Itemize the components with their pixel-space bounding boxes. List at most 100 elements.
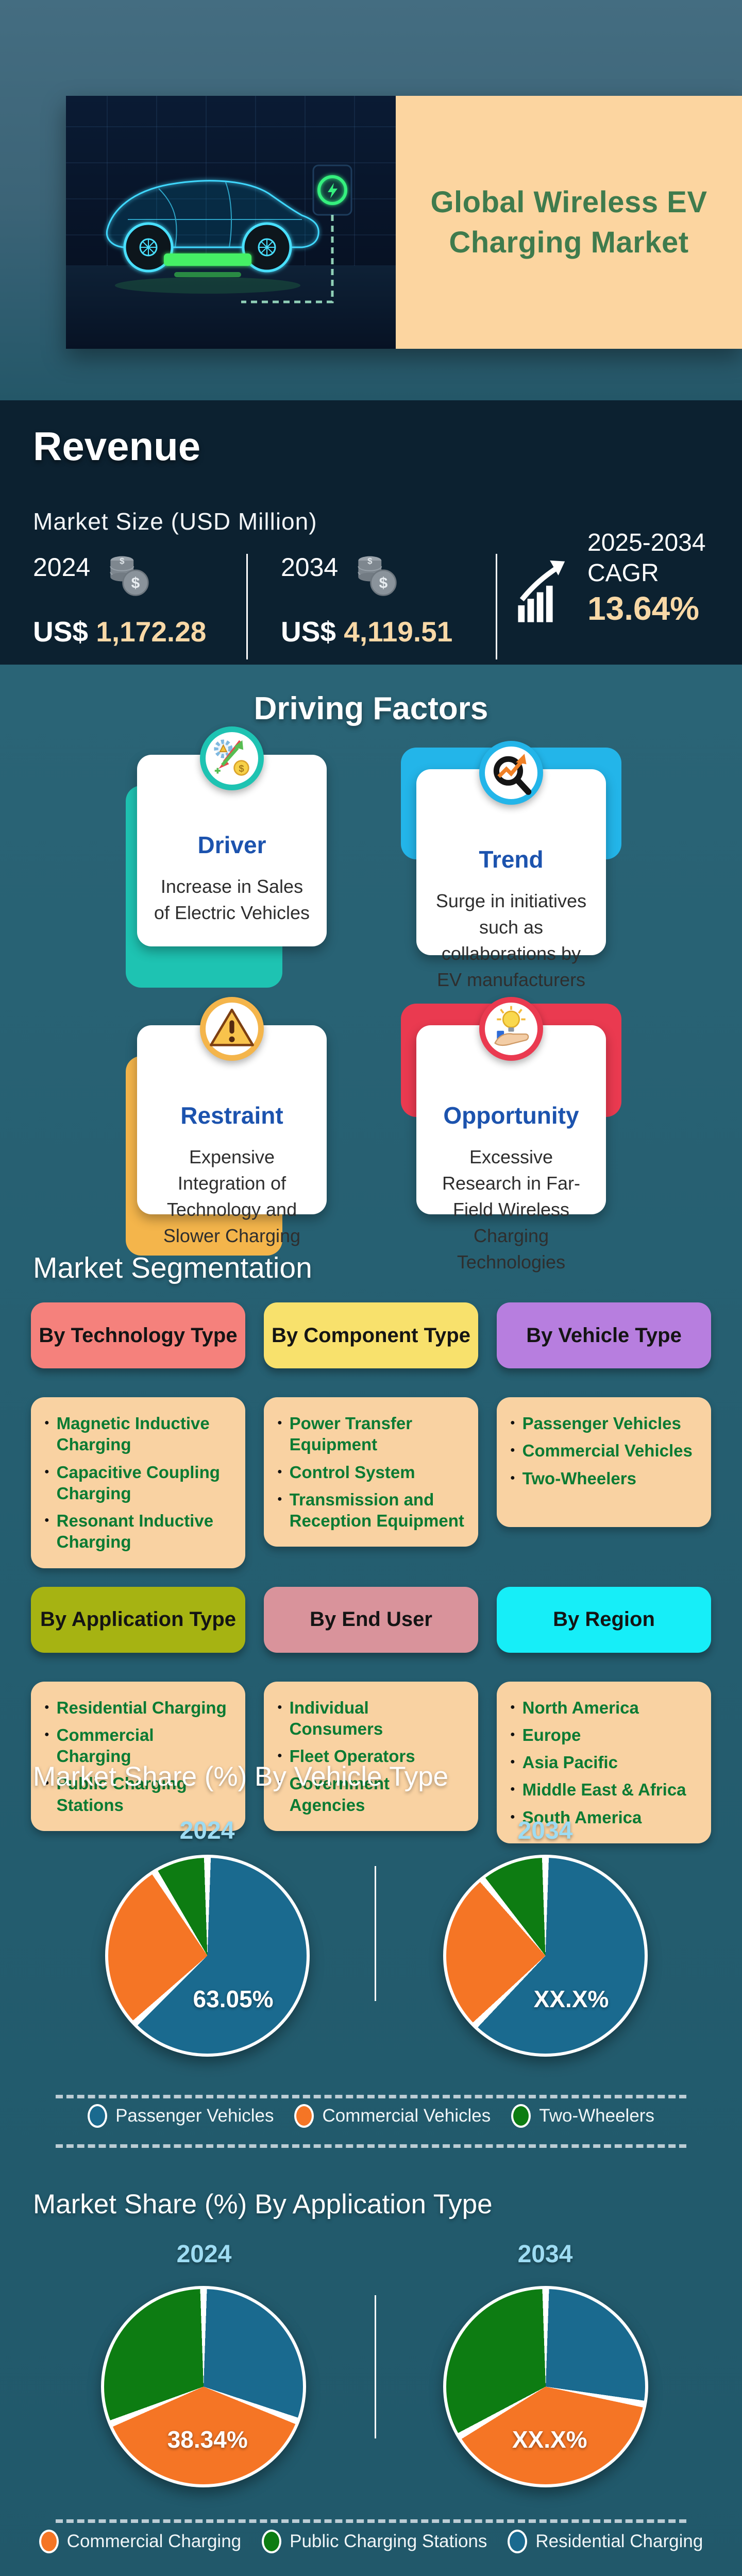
legend-item: Public Charging Stations bbox=[262, 2530, 487, 2553]
card-title: Trend bbox=[479, 846, 544, 873]
segment-list-box: North America Europe Asia Pacific Middle… bbox=[497, 1681, 711, 1843]
segment-pill: By End User bbox=[264, 1586, 478, 1653]
legend-swatch bbox=[294, 2104, 314, 2128]
coins-icon: $ $ bbox=[358, 556, 397, 596]
cagr-label: CAGR bbox=[587, 559, 659, 587]
card-title: Driver bbox=[197, 832, 266, 858]
stat-year: 2034 bbox=[281, 553, 339, 582]
segmentation-heading: Market Segmentation bbox=[33, 1251, 312, 1284]
stat-value: US$ 1,172.28 bbox=[33, 615, 206, 648]
pie-value-label: 63.05% bbox=[193, 1985, 274, 2012]
page-title: Global Wireless EV Charging Market bbox=[430, 182, 707, 262]
divider bbox=[496, 554, 497, 659]
card-text: Excessive Research in Far-Field Wireless… bbox=[442, 1146, 581, 1273]
revenue-subtitle: Market Size (USD Million) bbox=[33, 508, 317, 535]
pie-chart-vehicle-2034: XX.X% bbox=[443, 1855, 648, 2057]
list-item: Middle East & Africa bbox=[510, 1779, 698, 1800]
legend-item: Two-Wheelers bbox=[511, 2104, 654, 2128]
card-panel: Opportunity Excessive Research in Far-Fi… bbox=[416, 1025, 606, 1273]
legend-label: Commercial Vehicles bbox=[322, 2106, 491, 2126]
hero-section: Global Wireless EV Charging Market bbox=[0, 0, 742, 400]
segment-vehicle-type: By Vehicle Type Passenger Vehicles Comme… bbox=[497, 1302, 711, 1568]
ev-car-illustration bbox=[66, 96, 396, 349]
list-item: Resonant Inductive Charging bbox=[44, 1510, 232, 1553]
list-item: Commercial Charging bbox=[44, 1724, 232, 1767]
legend-label: Passenger Vehicles bbox=[115, 2106, 274, 2126]
segment-list-box: Residential Charging Commercial Charging… bbox=[31, 1681, 245, 1831]
magnifier-trend-icon bbox=[479, 741, 543, 805]
list-item: Fleet Operators bbox=[277, 1745, 465, 1767]
card-title: Restraint bbox=[180, 1102, 283, 1129]
list-item: Magnetic Inductive Charging bbox=[44, 1413, 232, 1455]
legend-label: Two-Wheelers bbox=[539, 2106, 654, 2126]
card-title: Opportunity bbox=[443, 1102, 579, 1129]
vehicle-legend: Passenger Vehicles Commercial Vehicles T… bbox=[0, 2104, 742, 2128]
page-title-line1: Global Wireless EV bbox=[430, 185, 707, 219]
pie-year-label: 2024 bbox=[176, 2241, 232, 2268]
hero-card: Global Wireless EV Charging Market bbox=[66, 96, 742, 349]
legend-label: Residential Charging bbox=[535, 2531, 703, 2551]
segment-pill: By Vehicle Type bbox=[497, 1302, 711, 1368]
cagr-period: 2025-2034 bbox=[587, 529, 706, 556]
driver-card: $ Driver Increase in Sales of Electric V… bbox=[126, 726, 327, 988]
segment-pill: By Technology Type bbox=[31, 1302, 245, 1368]
divider bbox=[246, 554, 248, 659]
list-item: Residential Charging bbox=[44, 1697, 232, 1718]
list-item: Europe bbox=[510, 1724, 698, 1745]
hero-image bbox=[66, 96, 396, 349]
gears-growth-icon: $ bbox=[200, 726, 264, 790]
card-text: Surge in initiatives such as collaborati… bbox=[435, 890, 587, 991]
coins-icon: $ $ bbox=[110, 556, 149, 596]
value-number: 4,119.51 bbox=[344, 616, 453, 648]
segment-end-user: By End User Individual Consumers Fleet O… bbox=[264, 1586, 478, 1843]
segment-list-box: Power Transfer Equipment Control System … bbox=[264, 1397, 478, 1547]
legend-swatch bbox=[511, 2104, 531, 2128]
svg-text:$: $ bbox=[239, 763, 244, 774]
segment-technology-type: By Technology Type Magnetic Inductive Ch… bbox=[31, 1302, 245, 1568]
dashed-separator bbox=[56, 2095, 686, 2098]
stat-value: US$ 4,119.51 bbox=[281, 615, 452, 648]
list-item: Government Agencies bbox=[277, 1773, 465, 1816]
list-item: Capacitive Coupling Charging bbox=[44, 1462, 232, 1504]
legend-item: Commercial Vehicles bbox=[294, 2104, 491, 2128]
segment-pill: By Application Type bbox=[31, 1586, 245, 1653]
stat-year: 2024 bbox=[33, 553, 91, 582]
cagr-block: 2025-2034 CAGR 13.64% bbox=[515, 528, 706, 629]
legend-label: Public Charging Stations bbox=[290, 2531, 487, 2551]
revenue-section: Revenue Market Size (USD Million) 2024 $… bbox=[0, 400, 742, 665]
card-text: Expensive Integration of Technology and … bbox=[163, 1146, 301, 1247]
segment-region: By Region North America Europe Asia Paci… bbox=[497, 1586, 711, 1843]
pie-value-label: XX.X% bbox=[512, 2426, 587, 2453]
application-share-heading: Market Share (%) By Application Type bbox=[33, 2189, 493, 2219]
list-item: Public Charging Stations bbox=[44, 1773, 232, 1816]
pie-chart-vehicle-2024: 63.05% bbox=[105, 1855, 310, 2057]
list-item: Power Transfer Equipment bbox=[277, 1413, 465, 1455]
currency-label: US$ bbox=[281, 616, 336, 648]
idea-hand-icon bbox=[479, 997, 543, 1061]
restraint-card: Restraint Expensive Integration of Techn… bbox=[126, 997, 327, 1256]
segment-list-box: Individual Consumers Fleet Operators Gov… bbox=[264, 1681, 478, 1831]
svg-text:$: $ bbox=[367, 556, 373, 566]
legend-label: Commercial Charging bbox=[66, 2531, 242, 2551]
segment-application-type: By Application Type Residential Charging… bbox=[31, 1586, 245, 1843]
list-item: South America bbox=[510, 1807, 698, 1828]
legend-item: Residential Charging bbox=[508, 2530, 703, 2553]
revenue-heading: Revenue bbox=[33, 423, 201, 469]
legend-swatch bbox=[508, 2530, 528, 2553]
currency-label: US$ bbox=[33, 616, 88, 648]
divider bbox=[375, 2295, 376, 2438]
main-content: Driving Factors $ Driver Increase in Sal… bbox=[0, 665, 742, 2576]
svg-text:$: $ bbox=[131, 574, 140, 591]
trend-card: Trend Surge in initiatives such as colla… bbox=[401, 741, 621, 990]
vehicle-share-heading: Market Share (%) By Vehicle Type bbox=[33, 1761, 449, 1792]
svg-text:$: $ bbox=[120, 556, 125, 566]
list-item: Asia Pacific bbox=[510, 1752, 698, 1773]
list-item: Transmission and Reception Equipment bbox=[277, 1489, 465, 1532]
pie-value-label: 38.34% bbox=[167, 2426, 248, 2453]
segmentation-grid: By Technology Type Magnetic Inductive Ch… bbox=[31, 1302, 711, 1843]
list-item: Individual Consumers bbox=[277, 1697, 465, 1740]
opportunity-card: Opportunity Excessive Research in Far-Fi… bbox=[401, 997, 621, 1273]
segment-pill: By Region bbox=[497, 1586, 711, 1653]
pie-chart-application-2034: XX.X% bbox=[443, 2286, 648, 2487]
